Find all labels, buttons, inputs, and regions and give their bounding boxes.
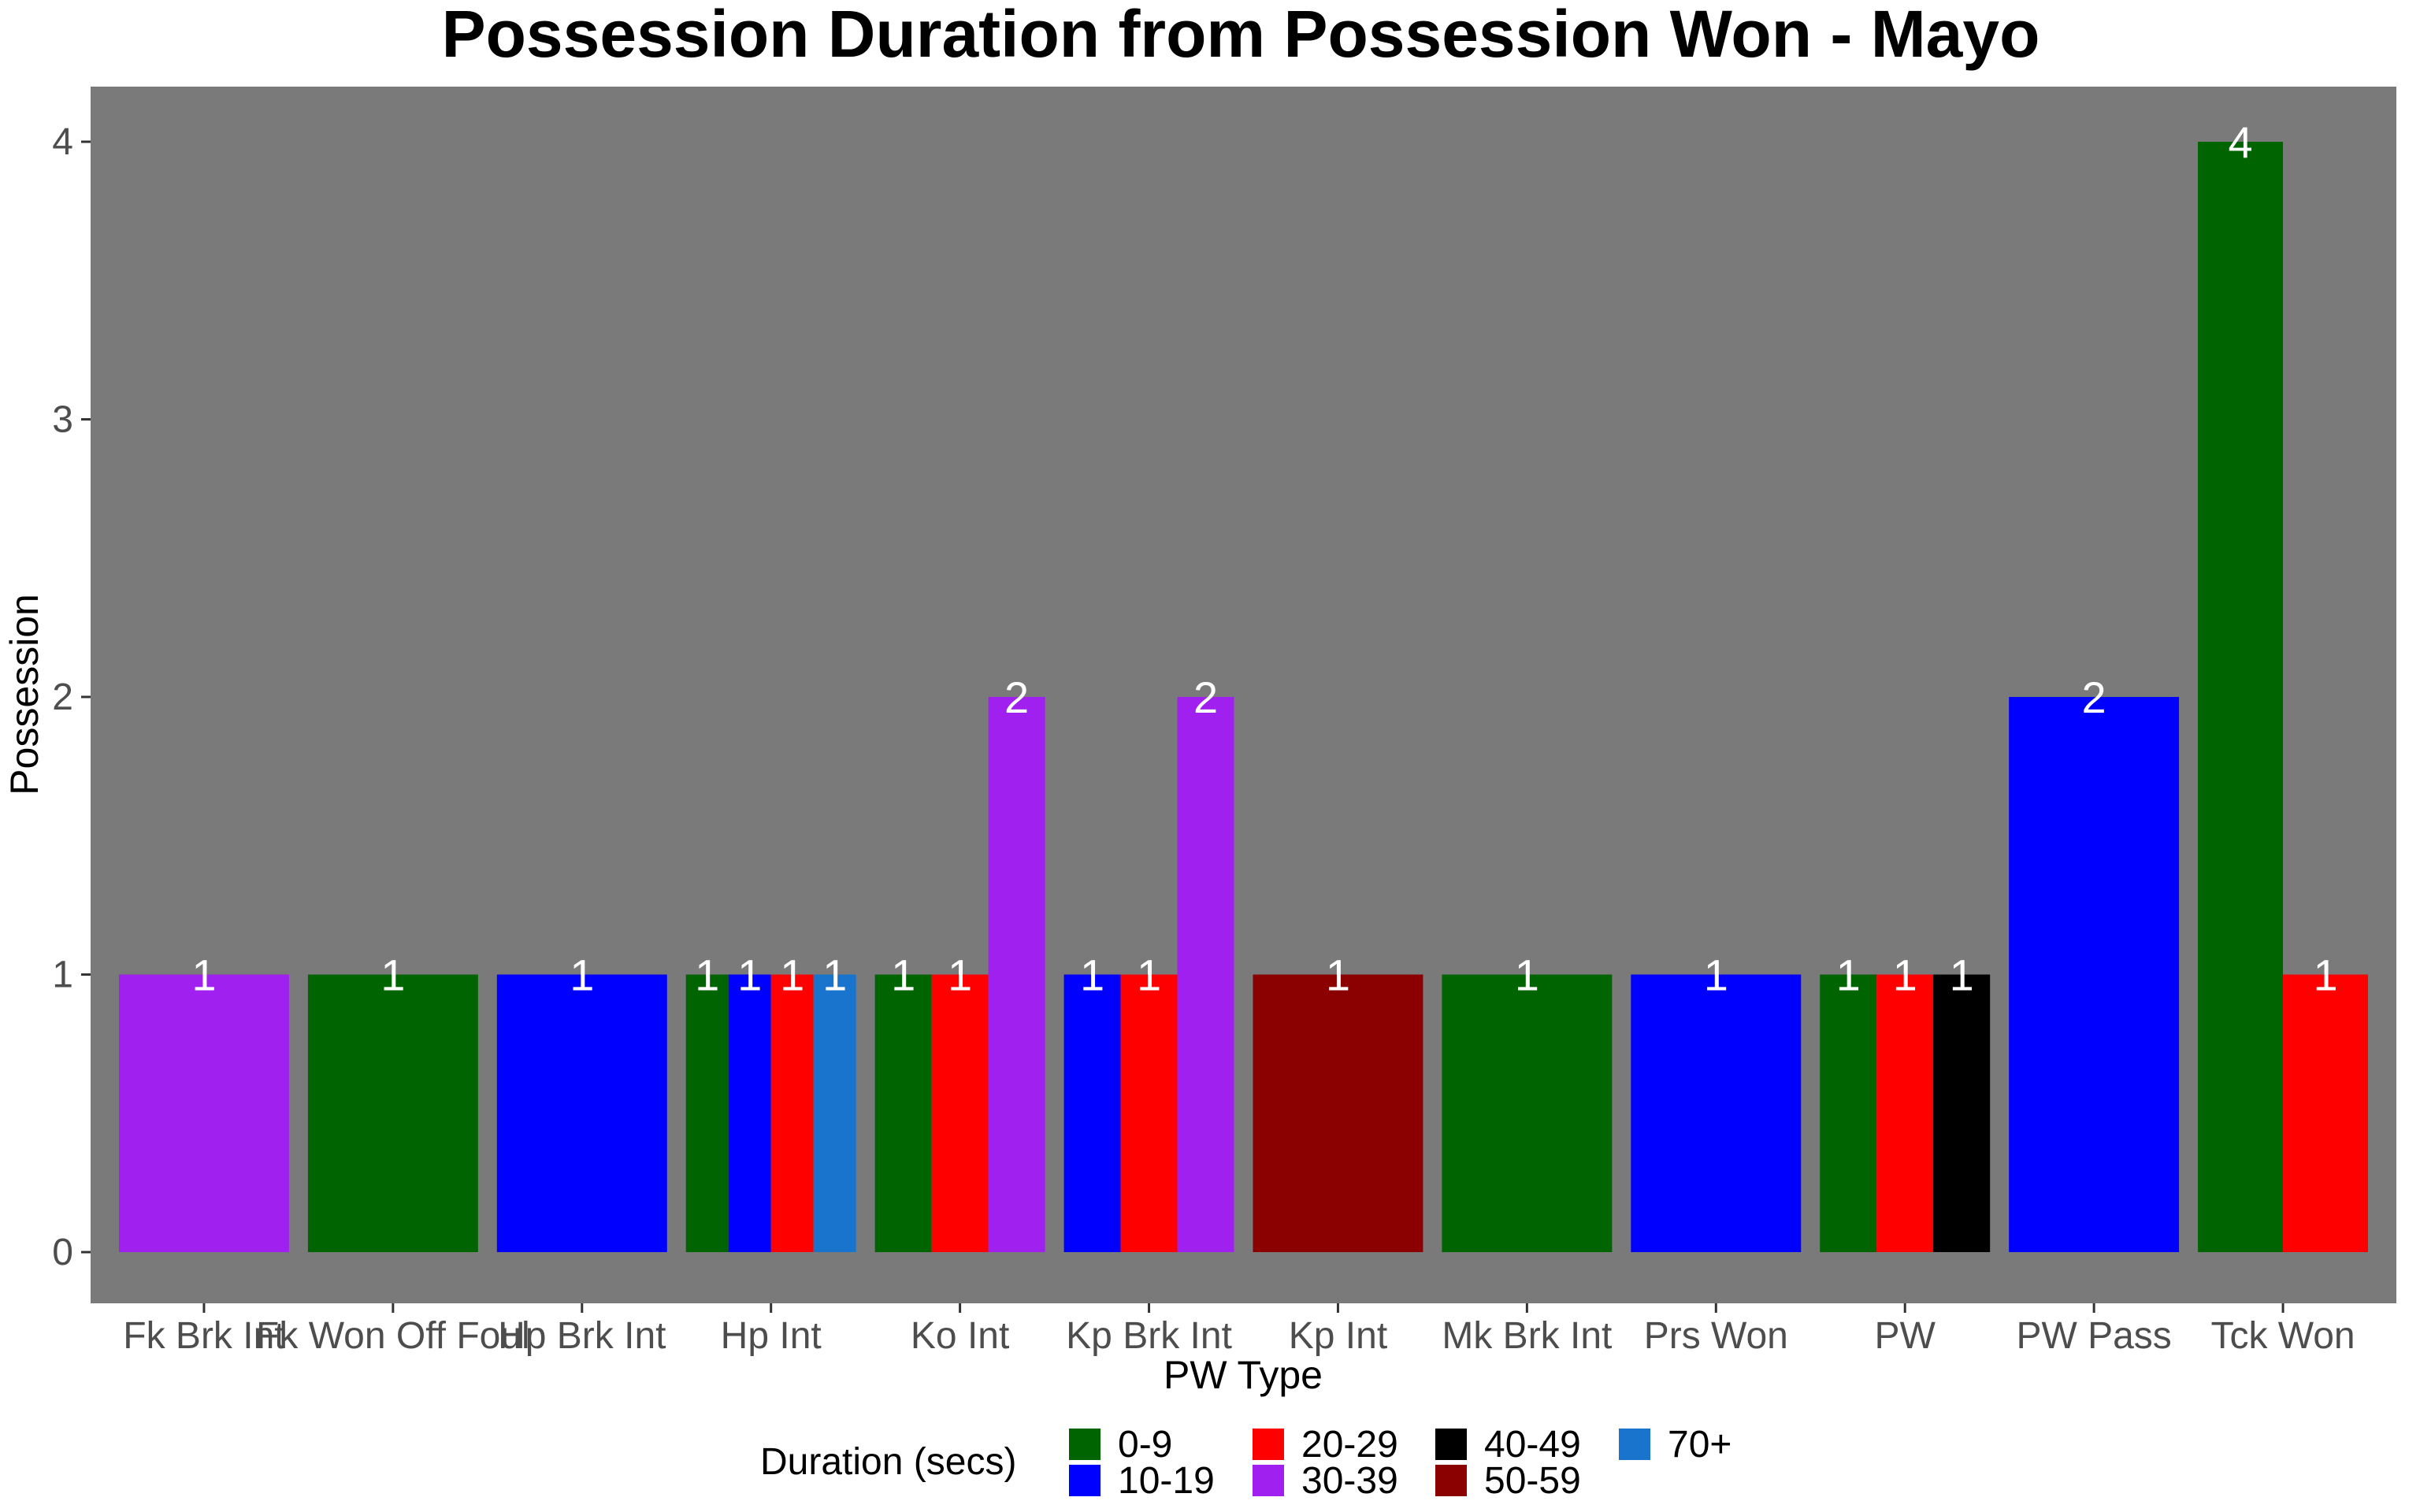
x-tick-label: Hp Int xyxy=(721,1315,822,1357)
legend-swatch xyxy=(1069,1429,1101,1460)
legend-label: 20-29 xyxy=(1301,1424,1398,1466)
bar xyxy=(1253,974,1423,1252)
legend-label: 30-39 xyxy=(1301,1460,1398,1502)
legend-label: 50-59 xyxy=(1484,1460,1581,1502)
bar xyxy=(496,974,667,1252)
x-tick-label: Ko Int xyxy=(911,1315,1009,1357)
bar xyxy=(988,697,1045,1252)
legend-swatch xyxy=(1435,1465,1467,1496)
bar-data-label: 1 xyxy=(737,951,762,1000)
bar xyxy=(2198,142,2284,1252)
bar xyxy=(1442,974,1613,1252)
legend-swatch xyxy=(1253,1429,1284,1460)
bar-data-label: 1 xyxy=(570,951,594,1000)
bar-data-label: 1 xyxy=(380,951,405,1000)
y-tick-label: 4 xyxy=(52,121,73,163)
x-tick-label: Mk Brk Int xyxy=(1442,1315,1612,1357)
bar xyxy=(2009,697,2180,1252)
bar-data-label: 2 xyxy=(1193,673,1218,722)
bar-data-label: 1 xyxy=(822,951,847,1000)
bar xyxy=(1177,697,1234,1252)
y-tick-label: 1 xyxy=(52,954,73,996)
bar xyxy=(1876,974,1934,1252)
legend-swatch xyxy=(1619,1429,1650,1460)
y-tick-label: 0 xyxy=(52,1232,73,1273)
bar xyxy=(685,974,729,1252)
bar xyxy=(931,974,989,1252)
legend-swatch xyxy=(1069,1465,1101,1496)
x-tick-label: Kp Brk Int xyxy=(1066,1315,1232,1357)
bar xyxy=(813,974,856,1252)
legend-label: 0-9 xyxy=(1118,1424,1172,1466)
legend-label: 40-49 xyxy=(1484,1424,1581,1466)
y-tick-label: 3 xyxy=(52,399,73,441)
bar-data-label: 1 xyxy=(191,951,216,1000)
bar xyxy=(874,974,932,1252)
legend-title: Duration (secs) xyxy=(760,1441,1016,1483)
bar-data-label: 1 xyxy=(1704,951,1728,1000)
bar xyxy=(728,974,771,1252)
x-tick-label: PW Pass xyxy=(2016,1315,2171,1357)
chart-title: Possession Duration from Possession Won … xyxy=(442,0,2040,71)
x-tick-label: Tck Won xyxy=(2210,1315,2355,1357)
x-axis-title: PW Type xyxy=(1164,1353,1323,1397)
bar-data-label: 1 xyxy=(1836,951,1861,1000)
bar xyxy=(770,974,814,1252)
bar-data-label: 1 xyxy=(1893,951,1917,1000)
x-tick-label: Fk Won Off Foul xyxy=(256,1315,530,1357)
bar xyxy=(118,974,289,1252)
legend-swatch xyxy=(1435,1429,1467,1460)
y-axis-title: Possession xyxy=(2,594,46,795)
bar-data-label: 2 xyxy=(1004,673,1029,722)
x-tick-label: Fk Brk Int xyxy=(123,1315,284,1357)
bar xyxy=(1933,974,1991,1252)
bar-data-label: 1 xyxy=(891,951,915,1000)
y-axis: 0 1 2 3 4 xyxy=(52,121,91,1273)
bar-data-label: 1 xyxy=(2313,951,2337,1000)
bar-data-label: 1 xyxy=(780,951,804,1000)
bar xyxy=(1120,974,1178,1252)
legend-label: 70+ xyxy=(1668,1424,1731,1466)
bar-data-label: 4 xyxy=(2228,117,2252,167)
bar-data-label: 1 xyxy=(1137,951,1161,1000)
y-tick-label: 2 xyxy=(52,676,73,718)
bar xyxy=(307,974,478,1252)
x-tick-label: PW xyxy=(1875,1315,1936,1357)
bar-data-label: 1 xyxy=(1326,951,1350,1000)
bar-series xyxy=(118,142,2369,1252)
x-tick-label: Prs Won xyxy=(1644,1315,1788,1357)
bar-data-label: 1 xyxy=(1950,951,1974,1000)
legend-label: 10-19 xyxy=(1118,1460,1215,1502)
bar xyxy=(1820,974,1877,1252)
bar-data-label: 1 xyxy=(948,951,972,1000)
bar xyxy=(2283,974,2369,1252)
bar-data-label: 1 xyxy=(1515,951,1539,1000)
x-tick-label: Hp Brk Int xyxy=(498,1315,666,1357)
bar-data-label: 1 xyxy=(695,951,719,1000)
bar xyxy=(1631,974,1802,1252)
bar-data-label: 1 xyxy=(1080,951,1104,1000)
legend-swatch xyxy=(1253,1465,1284,1496)
bar-data-label: 2 xyxy=(2082,673,2106,722)
x-tick-label: Kp Int xyxy=(1289,1315,1387,1357)
bar xyxy=(1063,974,1121,1252)
